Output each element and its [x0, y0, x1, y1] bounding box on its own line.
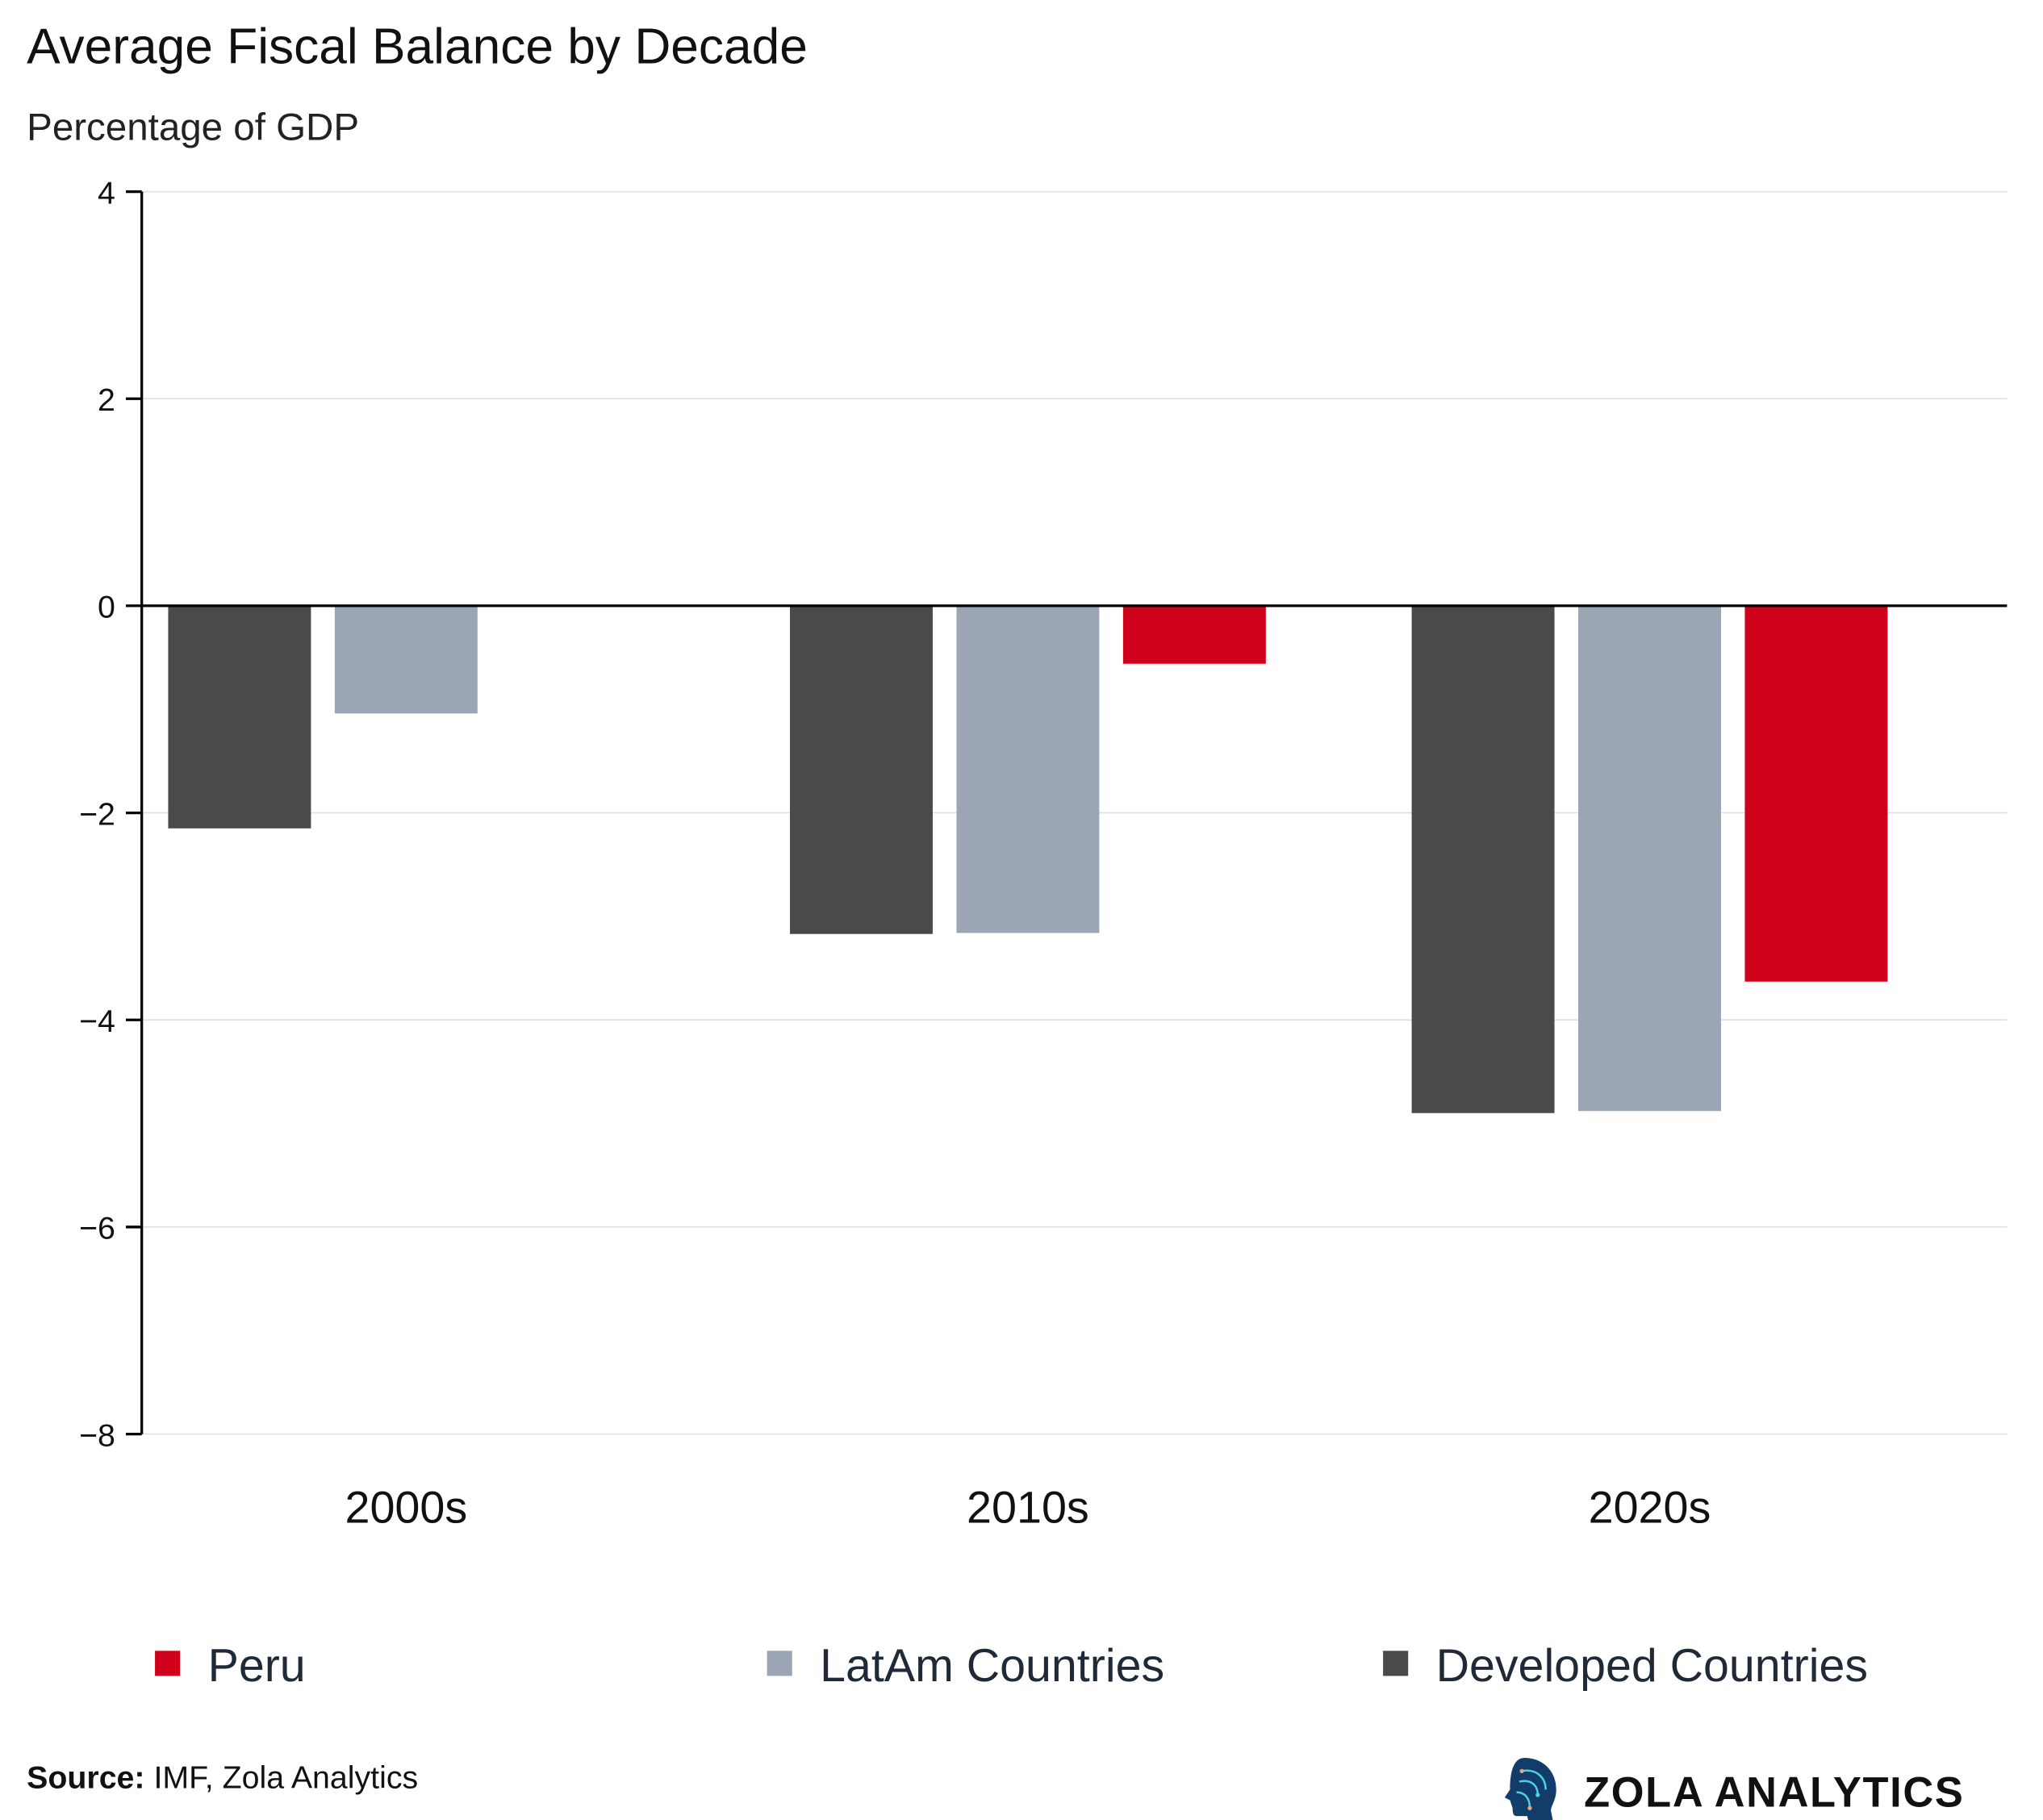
legend-label: Developed Countries: [1436, 1640, 1868, 1692]
bar-developed-countries-2010s: [790, 605, 933, 934]
y-tick-label: −4: [79, 1004, 115, 1039]
source-note: Source: IMF, Zola Analytics: [27, 1760, 418, 1796]
bar-developed-countries-2000s: [168, 605, 311, 829]
source-label: Source:: [27, 1760, 144, 1796]
source-text: IMF, Zola Analytics: [145, 1760, 419, 1796]
x-tick-label: 2000s: [345, 1482, 467, 1532]
y-tick-label: 2: [98, 382, 115, 418]
axes: 4 2 0 −2 −4 −6 −8 2000s 2010s 2020s: [79, 175, 2007, 1532]
chart-title: Average Fiscal Balance by Decade: [27, 19, 808, 75]
legend-label: LatAm Countries: [820, 1640, 1164, 1692]
bar-developed-countries-2020s: [1411, 605, 1555, 1113]
legend-swatch: [1383, 1651, 1409, 1676]
y-tick-label: −8: [79, 1417, 115, 1453]
legend-swatch: [155, 1651, 181, 1676]
bar-latam-countries-2020s: [1578, 605, 1721, 1112]
bar-peru-2020s: [1744, 605, 1888, 982]
y-tick-label: 0: [98, 590, 115, 625]
y-tick-label: −2: [79, 796, 115, 832]
brand-name: ZOLA ANALYTICS: [1584, 1770, 1964, 1817]
bars: [168, 605, 1888, 1113]
bar-latam-countries-2000s: [334, 605, 478, 714]
x-tick-label: 2020s: [1589, 1482, 1711, 1532]
chart-subtitle: Percentage of GDP: [27, 106, 359, 149]
y-tick-label: −6: [79, 1211, 115, 1246]
bar-peru-2010s: [1122, 605, 1266, 664]
legend-label: Peru: [208, 1640, 306, 1692]
x-tick-label: 2010s: [967, 1482, 1089, 1532]
legend: Peru LatAm Countries Developed Countries: [155, 1640, 1868, 1692]
legend-swatch: [767, 1651, 792, 1676]
bar-latam-countries-2010s: [956, 605, 1100, 933]
brand-logo-icon: [1504, 1757, 1556, 1820]
y-tick-label: 4: [98, 175, 115, 211]
